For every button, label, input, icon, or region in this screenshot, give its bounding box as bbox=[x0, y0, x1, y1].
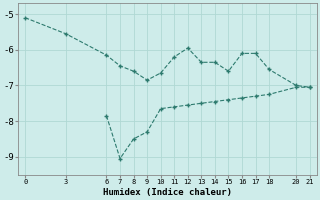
X-axis label: Humidex (Indice chaleur): Humidex (Indice chaleur) bbox=[103, 188, 232, 197]
